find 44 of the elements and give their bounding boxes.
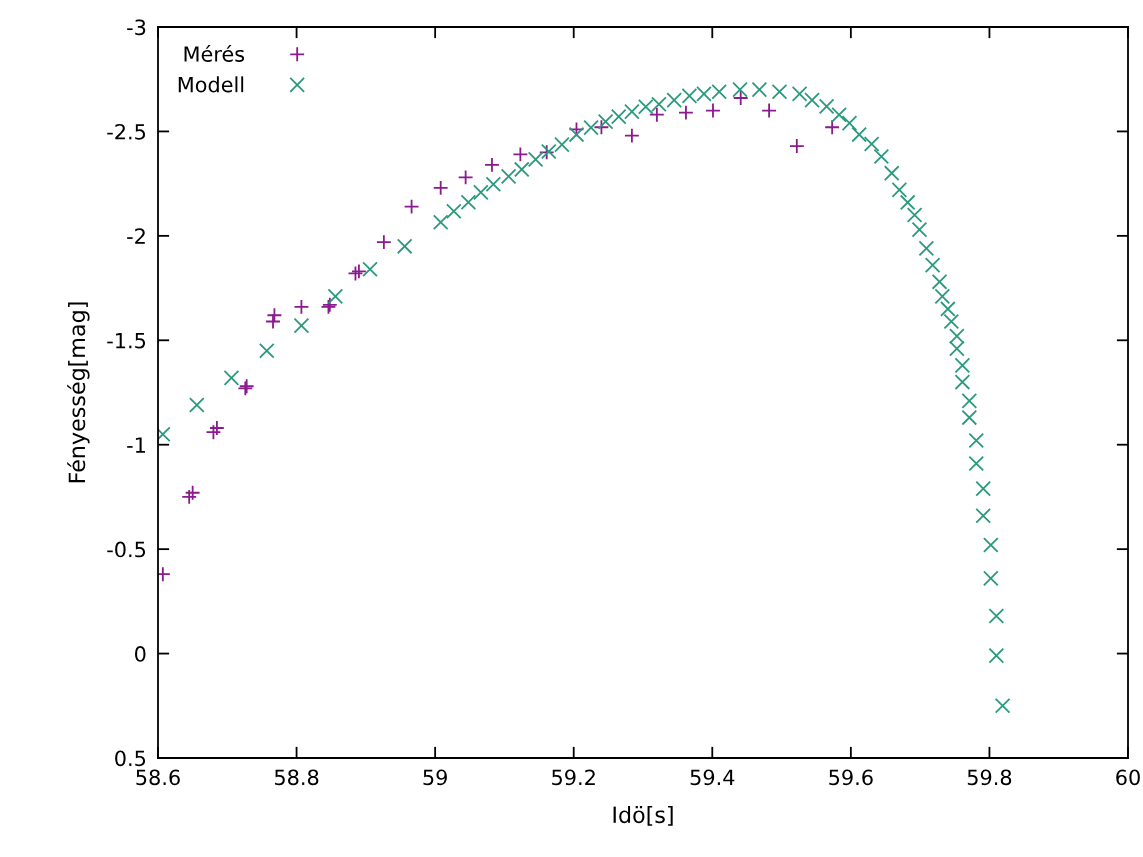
point [184,484,201,501]
point [266,307,283,324]
y-axis-title: Fényesség[mag] [67,302,90,483]
point [205,424,222,441]
point [265,313,281,330]
y-tick-label: -2.5 [107,123,146,140]
point [293,299,310,315]
point [209,420,225,436]
x-tick-label: 58.8 [274,769,319,786]
point [788,138,805,154]
x-tick-label: 59 [423,769,447,786]
point [732,90,749,106]
x-tick-label: 59.6 [829,769,873,786]
y-tick-label: -2 [127,228,145,244]
point [347,265,364,282]
point [181,489,198,505]
y-tick-label: -0.5 [107,541,146,558]
point [457,169,474,186]
legend-label: Mérés [184,44,245,62]
point [376,234,392,250]
y-tick-label: -1 [127,437,145,453]
point [649,106,665,123]
y-tick-label: -3 [127,19,146,36]
x-tick-label: 60 [1116,769,1140,786]
x-tick-label: 58.6 [136,769,180,786]
point [624,127,640,144]
point [678,104,694,121]
point [705,102,721,119]
point [432,179,449,196]
x-tick-label: 59.2 [552,769,595,786]
x-tick-label: 59.4 [690,769,735,786]
x-tick-label: 59.8 [967,769,1012,786]
point [403,198,420,215]
y-tick-label: 0.5 [115,750,146,767]
point [484,156,500,173]
point [351,263,367,280]
legend-label: Modell [178,76,244,93]
y-tick-label: 0 [135,646,146,662]
point [593,119,610,136]
point [512,146,529,163]
point [824,119,840,136]
y-tick-label: -1.5 [107,333,146,349]
x-axis-title: Idö[s] [613,805,673,826]
point [761,102,777,119]
